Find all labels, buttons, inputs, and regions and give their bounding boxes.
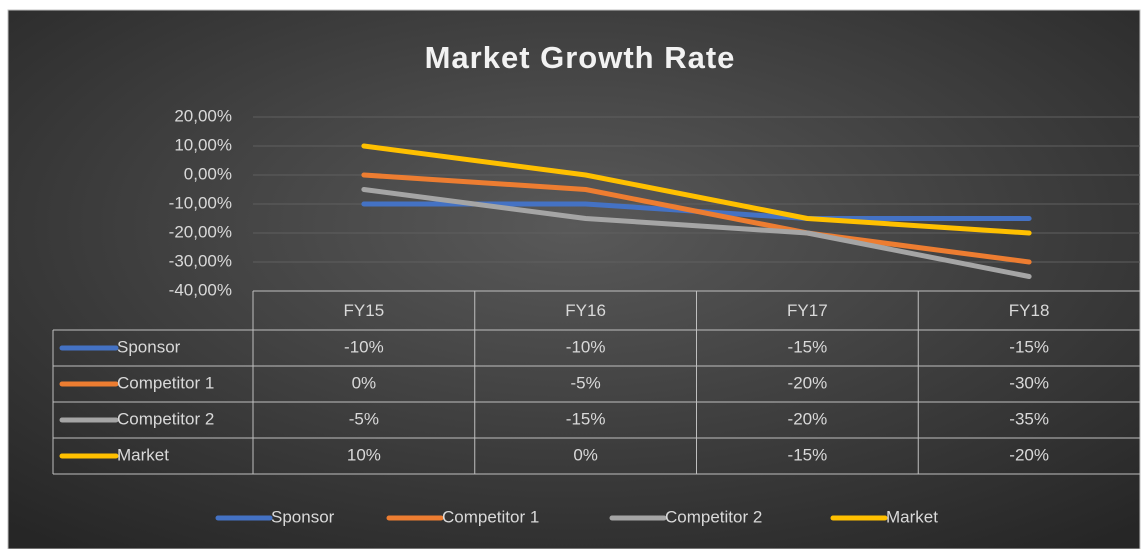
- data-label: -5%: [571, 373, 601, 392]
- y-tick-label: -20,00%: [169, 222, 232, 241]
- y-tick-label: 10,00%: [174, 135, 232, 154]
- y-tick-label: 0,00%: [184, 164, 232, 183]
- chart-area: [7, 9, 1141, 549]
- table-row-label: Sponsor: [117, 337, 181, 356]
- y-tick-label: -30,00%: [169, 251, 232, 270]
- data-label: -20%: [788, 373, 828, 392]
- legend-label: Competitor 2: [665, 507, 762, 526]
- chart-title: Market Growth Rate: [425, 40, 736, 75]
- table-row-label: Competitor 1: [117, 373, 214, 392]
- legend-label: Competitor 1: [442, 507, 539, 526]
- data-label: -5%: [349, 409, 379, 428]
- x-tick-label: FY18: [1009, 301, 1050, 320]
- data-label: -30%: [1009, 373, 1049, 392]
- y-tick-label: -40,00%: [169, 280, 232, 299]
- series-line: [361, 143, 1032, 236]
- data-label: -35%: [1009, 409, 1049, 428]
- x-tick-label: FY15: [344, 301, 385, 320]
- series-line: [361, 187, 1032, 279]
- data-label: 0%: [352, 373, 377, 392]
- data-label: -10%: [344, 337, 384, 356]
- table-row-label: Competitor 2: [117, 409, 214, 428]
- y-tick-label: -10,00%: [169, 193, 232, 212]
- legend-label: Sponsor: [271, 507, 335, 526]
- data-label: -20%: [788, 409, 828, 428]
- data-label: 0%: [573, 445, 598, 464]
- data-label: -15%: [788, 337, 828, 356]
- y-tick-label: 20,00%: [174, 106, 232, 125]
- series-line: [361, 172, 1032, 265]
- data-label: 10%: [347, 445, 381, 464]
- table-row-label: Market: [117, 445, 169, 464]
- x-tick-label: FY17: [787, 301, 828, 320]
- data-label: -15%: [788, 445, 828, 464]
- data-label: -10%: [566, 337, 606, 356]
- data-label: -20%: [1009, 445, 1049, 464]
- data-label: -15%: [566, 409, 606, 428]
- legend-label: Market: [886, 507, 938, 526]
- data-label: -15%: [1009, 337, 1049, 356]
- x-tick-label: FY16: [565, 301, 606, 320]
